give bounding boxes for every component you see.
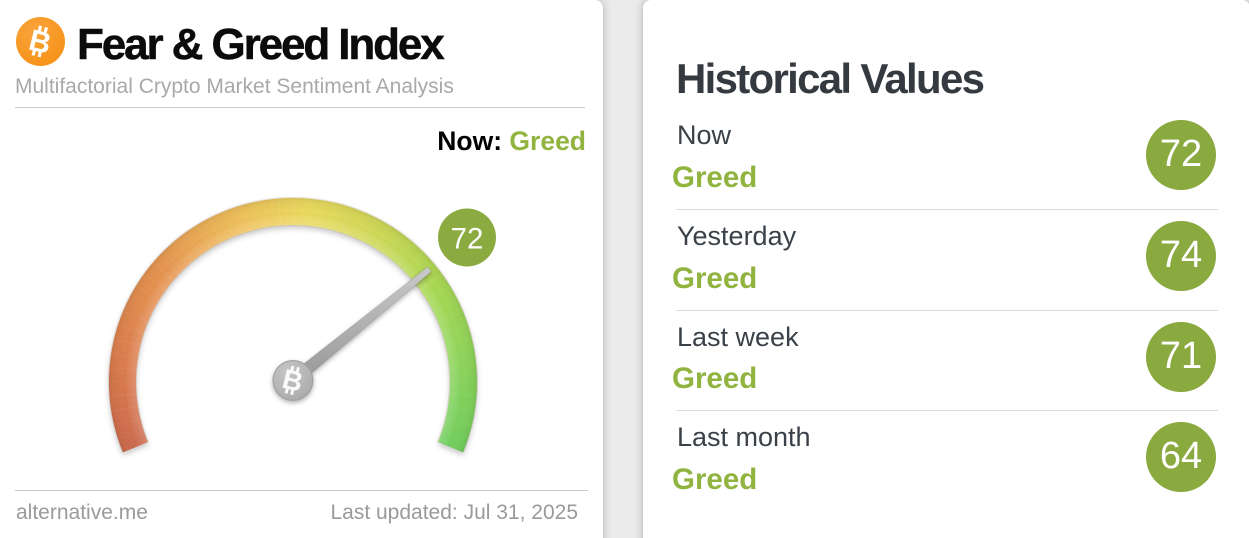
svg-text:72: 72 [451,223,484,256]
